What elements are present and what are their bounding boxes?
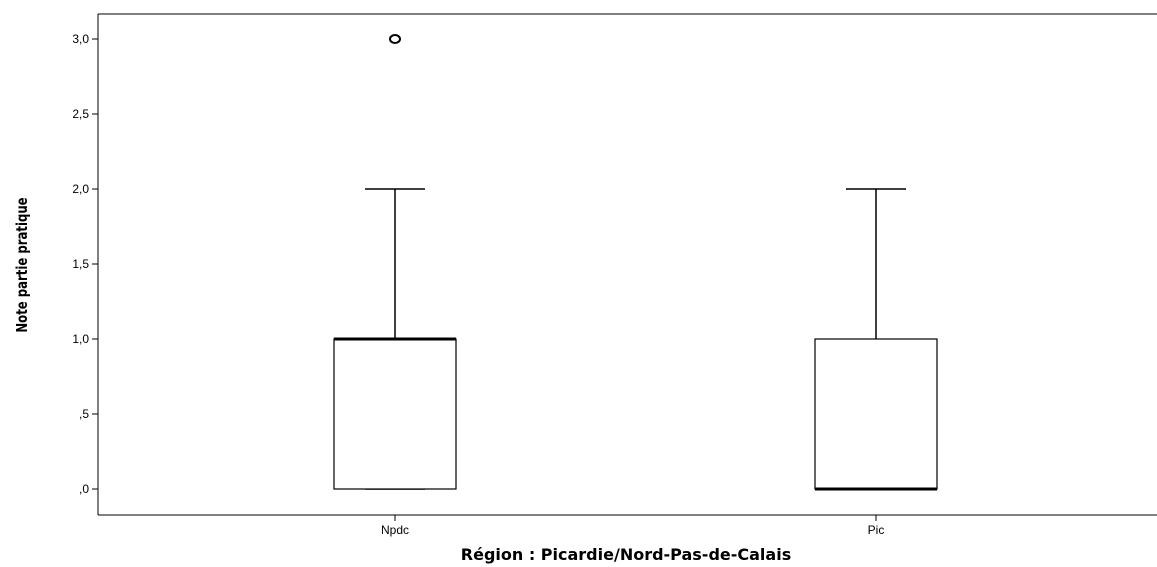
y-tick-label: ,0: [79, 482, 89, 496]
y-tick-label: 1,5: [72, 257, 89, 271]
x-axis-label: Région : Picardie/Nord-Pas-de-Calais: [461, 545, 791, 564]
box-pic: [814, 188, 938, 491]
x-category-label: Pic: [868, 523, 885, 537]
y-axis-label: Note partie pratique: [15, 197, 32, 332]
axes: [97, 13, 1157, 516]
boxes: [333, 34, 938, 491]
iqr-box: [333, 338, 457, 490]
y-tick-label: 2,5: [72, 107, 89, 121]
y-axis-ticks: ,0 ,5 1,0 1,5 2,0 2,5 3,0: [72, 32, 98, 496]
x-category-label: Npdc: [381, 523, 409, 537]
y-tick-label: 2,0: [72, 182, 89, 196]
box-npdc: [333, 34, 457, 490]
y-tick-label: ,5: [79, 407, 89, 421]
y-tick-label: 1,0: [72, 332, 89, 346]
iqr-box: [814, 338, 938, 490]
outlier-point: [389, 34, 401, 44]
x-axis-categories: Npdc Pic: [381, 515, 884, 537]
y-tick-label: 3,0: [72, 32, 89, 46]
